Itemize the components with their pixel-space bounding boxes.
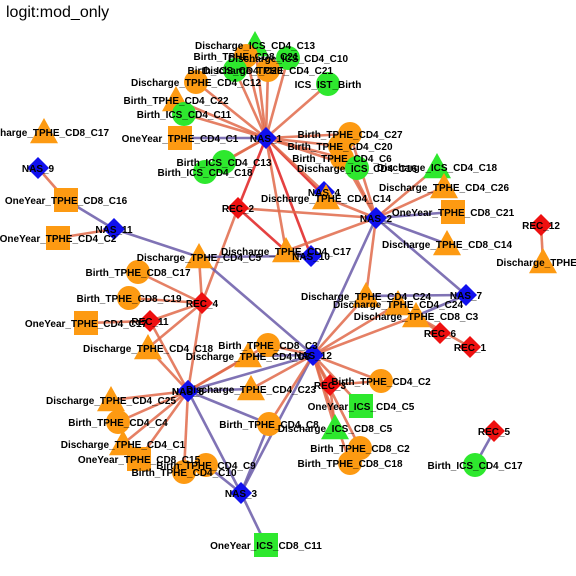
- node-label: Discharge_TPHE_CD4_C25: [46, 396, 176, 407]
- node-label: Discharge_TPHE_CD4_C17: [221, 247, 351, 258]
- node-label: REC_1: [454, 343, 487, 354]
- node-label: Birth_TPHE_CD4_C4: [68, 418, 168, 429]
- node-label: NAS_3: [225, 489, 258, 500]
- node-label: Discharge_TPHE_CD4_C26: [379, 183, 509, 194]
- node-label: Birth_TPHE_CD4_C2: [331, 377, 431, 388]
- node-label: Birth_ICS_CD4_C11: [137, 110, 232, 121]
- node-label: REC_2: [222, 204, 255, 215]
- node-label: Discharge_TPHE_CD4_C14: [261, 194, 391, 205]
- node-label: Discharge_TPHE_CD4_C23: [186, 385, 316, 396]
- node-label: REC_12: [522, 221, 560, 232]
- node-label: OneYear_TPHE_CD8_C16: [5, 196, 128, 207]
- node-label: NAS_9: [22, 164, 55, 175]
- node-label: Discharge_TPHE_CD4_C1: [61, 440, 186, 451]
- node-label: REC_5: [478, 427, 511, 438]
- node-label: ICS_IST_Birth: [295, 80, 362, 91]
- node-label: Birth_TPHE_CD8_C19: [76, 294, 181, 305]
- node-label: REC_6: [424, 329, 457, 340]
- node-label: Discharge_ICS_CD4_C10: [228, 54, 348, 65]
- edge-NAS_2-NAS_7: [376, 218, 466, 295]
- node-label: OneYear_ICS_CD4_C5: [308, 402, 415, 413]
- node-label: OneYear_TPHE_CD8_C21: [392, 208, 515, 219]
- node-label: Birth_TPHE_CD8_C3: [218, 341, 318, 352]
- node-label: OneYear_ICS_CD8_C11: [210, 541, 322, 552]
- node-label: Discharge_TPHE_CD8_C3: [354, 312, 479, 323]
- node-label: NAS_2: [360, 214, 393, 225]
- node-label: Birth_TPHE_CD8_C2: [310, 444, 410, 455]
- node-label: Birth_TPHE_CD4_C22: [123, 96, 228, 107]
- node-label: Discharge_TPHE_CD4_C12: [131, 78, 261, 89]
- node-label: Birth_TPHE_CD4_C27: [297, 130, 402, 141]
- node-label: Discharge_TPHE_CD8_C14: [382, 240, 512, 251]
- node-label: Discharge_TPHE_CD4_C8: [186, 352, 311, 363]
- node-label: Birth_ICS_CD4_C18: [157, 168, 252, 179]
- node-label: Discharge_TPHE_CD8_C17: [0, 128, 109, 139]
- node-label: OneYear_TPHE_CD4_C17: [25, 319, 148, 330]
- node-label: Birth_TPHE_CD8_C18: [297, 459, 402, 470]
- node-label: Birth_TPHE_CD4_C20: [287, 142, 392, 153]
- node-label: OneYear_TPHE_CD4_C2: [0, 234, 117, 245]
- node-label: Discharge_ICS_CD4_C18: [377, 163, 497, 174]
- node-label: Birth_ICS_CD4_C17: [427, 461, 522, 472]
- node-label: Discharge_TPHE_C: [496, 258, 576, 269]
- node-label: REC_4: [186, 299, 219, 310]
- node-label: Birth_TPHE_CD4_C10: [131, 468, 236, 479]
- node-label: Birth_ICS_CD4_C20: [187, 66, 282, 77]
- node-label: OneYear_TPHE_CD4_C1: [122, 134, 239, 145]
- node-label: Discharge_ICS_CD4_C13: [195, 41, 315, 52]
- node-label: Discharge_ICS_CD8_C5: [278, 424, 393, 435]
- node-label: Discharge_TPHE_CD4_C24: [333, 300, 463, 311]
- node-label: Birth_TPHE_CD8_C17: [85, 268, 190, 279]
- node-label: NAS_1: [250, 134, 283, 145]
